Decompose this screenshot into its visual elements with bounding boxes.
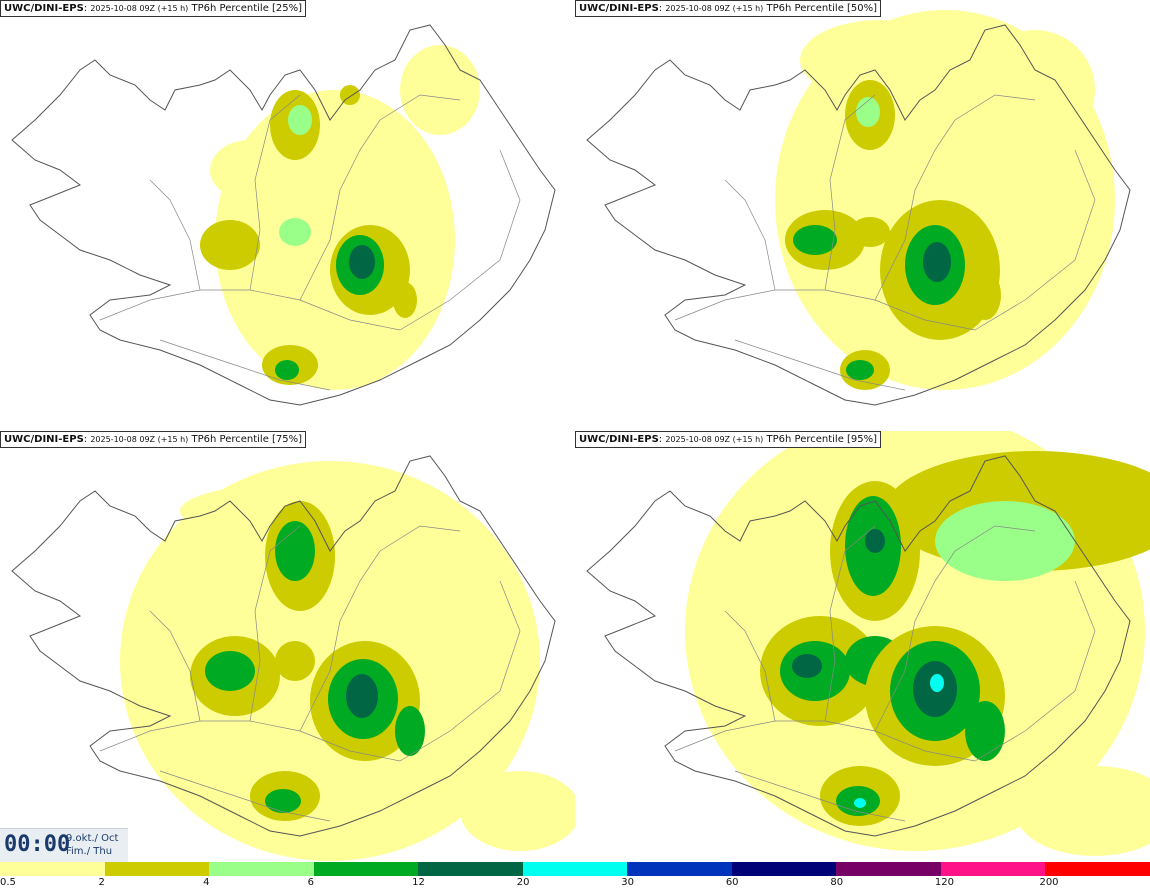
legend-label: 4 — [203, 877, 210, 888]
precip-contour — [856, 97, 880, 127]
panel-title: UWC/DINI-EPS: 2025-10-08 09Z (+15 h) TP6… — [575, 0, 882, 17]
precip-contour — [923, 242, 951, 282]
precip-contour — [210, 140, 290, 200]
road-line — [399, 580, 521, 762]
legend-label: 0.5 — [0, 877, 16, 888]
legend-color-bar — [0, 862, 1150, 876]
precip-contour — [265, 789, 301, 813]
road-line — [734, 770, 906, 822]
road-line — [724, 610, 776, 722]
road-line — [974, 580, 1096, 762]
panel-title: UWC/DINI-EPS: 2025-10-08 09Z (+15 h) TP6… — [0, 431, 307, 448]
coastline — [586, 455, 1131, 837]
road-line — [974, 149, 1096, 331]
precip-contour — [865, 529, 885, 553]
legend-swatch — [940, 862, 1046, 876]
precip-contour — [346, 674, 378, 718]
precip-contour — [279, 218, 311, 246]
road-line — [159, 339, 331, 391]
legend-label: 6 — [307, 877, 314, 888]
precipitation-field — [775, 10, 1115, 390]
precip-contour — [975, 30, 1095, 150]
precip-contour — [400, 45, 480, 135]
precip-contour — [205, 651, 255, 691]
legend-swatch — [418, 862, 523, 876]
precip-contour — [969, 270, 1001, 320]
legend-label: 120 — [934, 877, 954, 888]
precip-contour — [288, 105, 312, 135]
precip-contour — [792, 654, 822, 678]
legend-swatch — [209, 862, 314, 876]
road-line — [149, 610, 201, 722]
precip-map-p25 — [11, 24, 556, 406]
map-panel-p25: UWC/DINI-EPS: 2025-10-08 09Z (+15 h) TP6… — [0, 0, 575, 431]
precipitation-field — [685, 431, 1150, 856]
precip-contour — [200, 220, 260, 270]
precip-contour — [800, 20, 960, 100]
legend-swatch — [731, 862, 837, 876]
map-panel-p75: UWC/DINI-EPS: 2025-10-08 09Z (+15 h) TP6… — [0, 431, 575, 862]
legend-label: 200 — [1039, 877, 1059, 888]
legend-swatch — [0, 862, 105, 876]
panel-title: UWC/DINI-EPS: 2025-10-08 09Z (+15 h) TP6… — [575, 431, 882, 448]
precipitation-field — [120, 461, 575, 861]
road-line — [724, 179, 776, 291]
legend-swatch — [836, 862, 941, 876]
precip-contour — [793, 225, 837, 255]
legend-swatch — [104, 862, 210, 876]
legend-label: 12 — [412, 877, 425, 888]
precip-contour — [275, 521, 315, 581]
precip-map-p75 — [11, 455, 575, 861]
valid-date-line2: Fim./ Thu — [66, 846, 113, 857]
road-line — [249, 525, 301, 722]
legend-swatch — [522, 862, 628, 876]
precip-contour — [460, 771, 575, 851]
precip-contour — [393, 282, 417, 318]
valid-time-box: 00:00 9.okt./ Oct Fim./ Thu — [0, 828, 128, 863]
legend-label: 2 — [98, 877, 105, 888]
precip-map-p50 — [586, 10, 1131, 406]
coastline — [11, 24, 556, 406]
precip-contour — [275, 641, 315, 681]
legend-swatch — [313, 862, 419, 876]
precip-contour — [275, 360, 299, 380]
map-panel-p95: UWC/DINI-EPS: 2025-10-08 09Z (+15 h) TP6… — [575, 431, 1150, 862]
precip-map-p95 — [586, 431, 1150, 856]
road-line — [399, 149, 521, 331]
precip-contour — [930, 674, 944, 692]
road-line — [299, 94, 461, 301]
precip-contour — [935, 501, 1075, 581]
valid-time: 00:00 — [4, 832, 71, 857]
map-panel-p50: UWC/DINI-EPS: 2025-10-08 09Z (+15 h) TP6… — [575, 0, 1150, 431]
coastline — [586, 24, 1131, 406]
legend-swatch — [1045, 862, 1150, 876]
road-line — [734, 339, 906, 391]
road-line — [249, 94, 301, 291]
precip-contour — [965, 701, 1005, 761]
valid-date-line1: 9.okt./ Oct — [66, 833, 119, 844]
road-line — [824, 525, 876, 722]
road-line — [874, 94, 1036, 301]
legend-label: 80 — [830, 877, 844, 888]
road-line — [159, 770, 331, 822]
valid-date: 9.okt./ Oct Fim./ Thu — [66, 832, 118, 858]
precip-contour — [1015, 766, 1150, 856]
precip-contour — [349, 245, 375, 279]
legend-label: 60 — [725, 877, 739, 888]
precip-contour — [846, 360, 874, 380]
road-line — [299, 525, 461, 732]
precip-contour — [395, 706, 425, 756]
road-line — [874, 525, 1036, 732]
precipitation-field — [200, 45, 480, 390]
precip-contour — [850, 217, 890, 247]
legend-swatch — [627, 862, 732, 876]
legend-label: 30 — [621, 877, 634, 888]
coastline — [11, 455, 556, 837]
panel-title: UWC/DINI-EPS: 2025-10-08 09Z (+15 h) TP6… — [0, 0, 307, 17]
legend-label: 20 — [516, 877, 530, 888]
road-line — [149, 179, 201, 291]
precip-contour — [854, 798, 866, 808]
road-line — [824, 94, 876, 291]
color-legend: 0.5 2 4 6 12 20 30 60 80 120 200 — [0, 862, 1150, 891]
